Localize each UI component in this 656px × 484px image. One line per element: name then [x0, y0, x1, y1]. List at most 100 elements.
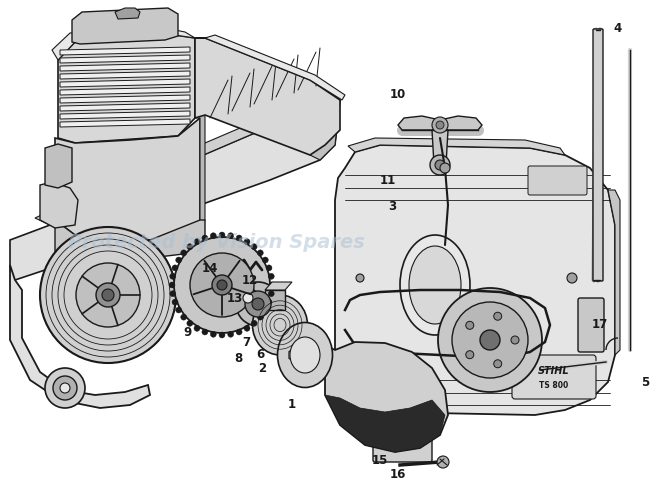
Polygon shape: [55, 118, 200, 240]
Circle shape: [180, 314, 187, 320]
Circle shape: [170, 273, 176, 279]
Circle shape: [45, 368, 85, 408]
Circle shape: [212, 275, 232, 295]
Circle shape: [356, 274, 364, 282]
Ellipse shape: [409, 246, 461, 324]
Circle shape: [266, 265, 272, 271]
Text: 7: 7: [242, 335, 250, 348]
Circle shape: [176, 257, 182, 263]
Circle shape: [176, 307, 182, 313]
Circle shape: [244, 325, 250, 332]
Text: 14: 14: [202, 261, 218, 274]
Polygon shape: [265, 282, 292, 290]
Circle shape: [236, 235, 242, 241]
Text: 12: 12: [242, 273, 258, 287]
Circle shape: [60, 383, 70, 393]
Circle shape: [269, 282, 275, 288]
Circle shape: [219, 232, 225, 238]
Circle shape: [245, 291, 271, 317]
Polygon shape: [40, 182, 78, 228]
Polygon shape: [335, 145, 615, 415]
Circle shape: [466, 351, 474, 359]
Text: 6: 6: [256, 348, 264, 362]
Circle shape: [266, 299, 272, 305]
Polygon shape: [432, 130, 448, 165]
Circle shape: [96, 283, 120, 307]
Circle shape: [430, 155, 450, 175]
Circle shape: [194, 325, 200, 332]
FancyBboxPatch shape: [528, 166, 587, 195]
Circle shape: [262, 307, 268, 313]
Circle shape: [435, 160, 445, 170]
Polygon shape: [195, 35, 345, 100]
Circle shape: [244, 239, 250, 245]
Circle shape: [243, 293, 253, 303]
Circle shape: [494, 312, 502, 320]
Circle shape: [211, 331, 216, 337]
Ellipse shape: [290, 337, 320, 373]
Polygon shape: [310, 88, 340, 160]
Circle shape: [202, 329, 208, 335]
Circle shape: [268, 273, 274, 279]
Circle shape: [202, 235, 208, 241]
Circle shape: [432, 117, 448, 133]
Circle shape: [257, 250, 263, 256]
Circle shape: [452, 302, 528, 378]
Circle shape: [217, 280, 227, 290]
FancyBboxPatch shape: [578, 298, 604, 352]
Circle shape: [288, 348, 302, 362]
Text: 15: 15: [372, 454, 388, 467]
Polygon shape: [325, 395, 445, 452]
Polygon shape: [60, 111, 190, 119]
Text: STIHL: STIHL: [538, 366, 570, 376]
Polygon shape: [72, 8, 178, 44]
Circle shape: [102, 289, 114, 301]
Text: 2: 2: [258, 362, 266, 375]
Text: 9: 9: [184, 326, 192, 338]
Text: 11: 11: [380, 173, 396, 186]
Polygon shape: [55, 220, 205, 265]
Polygon shape: [60, 55, 190, 63]
FancyBboxPatch shape: [512, 355, 596, 399]
Circle shape: [172, 265, 178, 271]
Text: 1: 1: [288, 398, 296, 411]
Polygon shape: [398, 116, 482, 130]
Circle shape: [169, 282, 175, 288]
Polygon shape: [60, 95, 190, 103]
Circle shape: [40, 227, 176, 363]
FancyBboxPatch shape: [593, 29, 603, 281]
Circle shape: [194, 239, 200, 245]
Circle shape: [228, 233, 234, 239]
Circle shape: [252, 298, 264, 310]
Circle shape: [251, 244, 257, 250]
Circle shape: [440, 163, 450, 173]
Polygon shape: [265, 290, 285, 310]
Text: 3: 3: [388, 200, 396, 213]
Polygon shape: [60, 87, 190, 95]
Circle shape: [219, 332, 225, 338]
Circle shape: [257, 314, 263, 320]
Circle shape: [187, 244, 193, 250]
Polygon shape: [60, 103, 190, 111]
Text: 8: 8: [234, 351, 242, 364]
Polygon shape: [35, 88, 330, 225]
Polygon shape: [10, 95, 340, 310]
Polygon shape: [289, 348, 301, 362]
Circle shape: [228, 331, 234, 337]
Circle shape: [170, 291, 176, 297]
Text: 4: 4: [614, 21, 622, 34]
Circle shape: [180, 250, 187, 256]
Polygon shape: [60, 119, 190, 127]
Circle shape: [174, 237, 270, 333]
Polygon shape: [60, 47, 190, 55]
Circle shape: [211, 233, 216, 239]
Polygon shape: [45, 144, 72, 188]
Circle shape: [567, 273, 577, 283]
Ellipse shape: [277, 322, 333, 388]
Text: Protected by Vision Spares: Protected by Vision Spares: [68, 232, 365, 252]
Text: TS 800: TS 800: [539, 380, 569, 390]
Text: 10: 10: [390, 89, 406, 102]
Ellipse shape: [400, 235, 470, 335]
Circle shape: [511, 336, 519, 344]
Polygon shape: [52, 28, 195, 60]
